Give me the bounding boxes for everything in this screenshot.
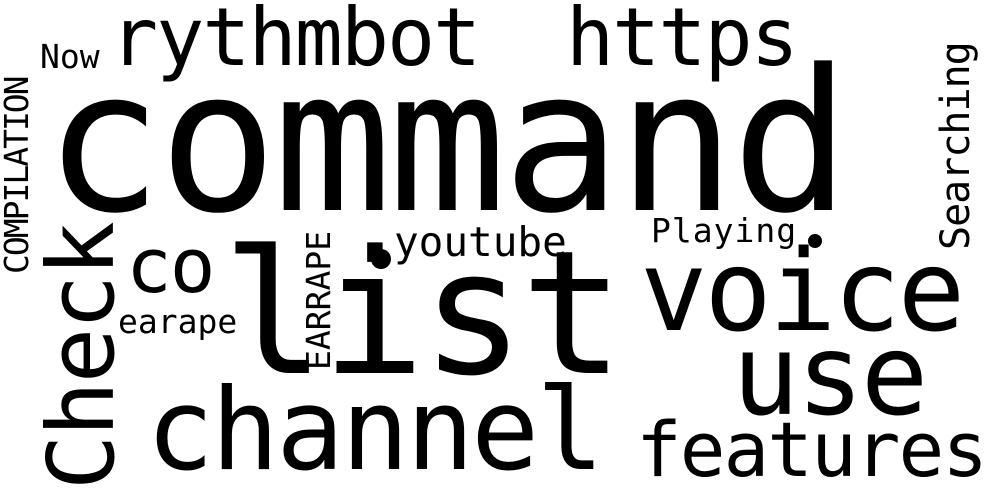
word-playing: Playing [651,211,798,250]
word-co: co [126,221,216,310]
word-youtube: youtube [394,218,567,266]
word-compilation: COMPILATION [0,77,36,274]
word-channel: channel [146,364,604,496]
word-check: Check [28,223,135,490]
word-earape: earape [118,302,238,341]
word-https: https [566,0,799,84]
word-rythmbot: rythmbot [110,0,481,84]
word-searching: Searching [933,42,979,250]
word-command: command [44,28,850,257]
word-playing-dot [808,234,822,248]
word-features: features [636,405,988,494]
word-list: list [222,213,624,414]
word-earrape: EARRAPE [299,230,338,370]
word-list-dot [371,249,391,269]
word-now: Now [40,37,100,76]
word-voice: voice [640,227,965,357]
word-use: use [732,311,928,441]
